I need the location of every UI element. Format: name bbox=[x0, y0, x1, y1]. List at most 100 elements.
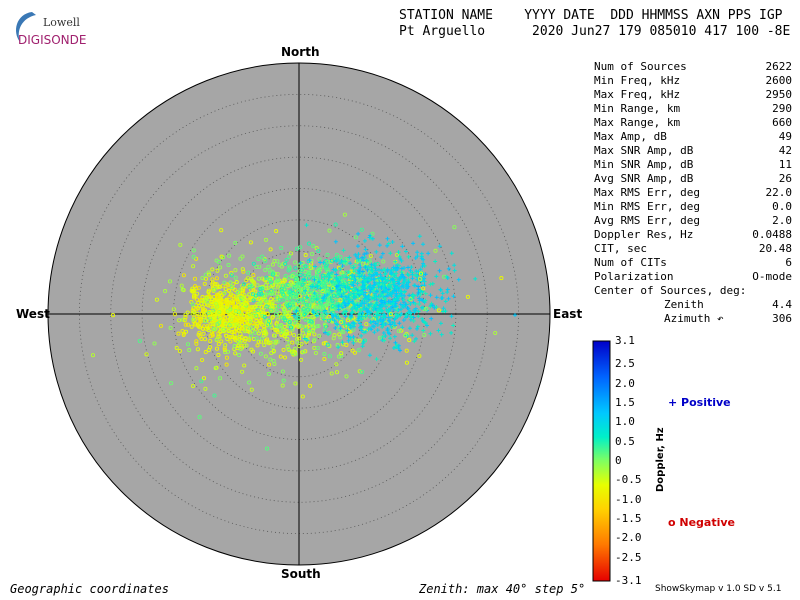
negative-source-point bbox=[290, 349, 295, 354]
negative-source-point bbox=[203, 350, 208, 355]
negative-source-point bbox=[291, 301, 296, 306]
positive-source-point bbox=[382, 281, 387, 286]
negative-source-point bbox=[270, 262, 275, 267]
negative-source-point bbox=[201, 331, 206, 336]
positive-source-point bbox=[401, 285, 406, 290]
positive-source-point bbox=[354, 308, 359, 313]
positive-source-point bbox=[428, 282, 433, 287]
positive-source-point bbox=[362, 330, 367, 335]
positive-source-point bbox=[423, 291, 428, 296]
negative-source-point bbox=[452, 225, 457, 230]
negative-source-point bbox=[331, 336, 336, 341]
negative-source-point bbox=[433, 248, 438, 253]
stat-row: Doppler Res, Hz 0.0488 bbox=[594, 228, 792, 242]
negative-source-point bbox=[185, 342, 191, 347]
negative-source-point bbox=[260, 254, 265, 259]
negative-source-point bbox=[197, 315, 202, 320]
positive-source-point bbox=[383, 321, 388, 326]
positive-source-point bbox=[405, 272, 410, 277]
stat-row: Num of Sources 2622 bbox=[594, 60, 792, 74]
negative-source-point bbox=[279, 323, 284, 329]
negative-source-point bbox=[249, 283, 254, 288]
negative-source-point bbox=[229, 285, 234, 290]
header-columns: STATION NAME YYYY DATE DDD HHMMSS AXN PP… bbox=[399, 8, 783, 23]
negative-source-point bbox=[252, 311, 257, 316]
negative-source-point bbox=[256, 256, 261, 262]
positive-source-point bbox=[372, 330, 377, 335]
positive-source-point bbox=[399, 266, 404, 271]
negative-source-point bbox=[249, 387, 254, 392]
positive-source-point bbox=[362, 274, 367, 279]
positive-source-point bbox=[437, 244, 442, 249]
header-values: Pt Arguello 2020 Jun27 179 085010 417 10… bbox=[399, 24, 791, 39]
negative-source-point bbox=[417, 353, 422, 359]
positive-source-point bbox=[452, 263, 457, 268]
azimuth-value: 306 bbox=[772, 312, 792, 325]
stat-row: Max RMS Err, deg 22.0 bbox=[594, 186, 792, 200]
negative-source-point bbox=[221, 299, 226, 304]
negative-source-point bbox=[238, 347, 243, 352]
positive-source-point bbox=[430, 303, 435, 308]
negative-source-point bbox=[196, 324, 201, 329]
negative-source-point bbox=[223, 286, 228, 292]
negative-source-point bbox=[333, 222, 338, 227]
negative-source-point bbox=[403, 333, 408, 338]
positive-source-point bbox=[362, 301, 367, 306]
negative-source-point bbox=[296, 281, 301, 286]
positive-source-point bbox=[389, 325, 394, 330]
colorbar-tick-label: -2.5 bbox=[615, 550, 642, 564]
negative-source-point bbox=[177, 348, 182, 354]
positive-source-point bbox=[407, 293, 412, 298]
positive-source-point bbox=[370, 269, 375, 274]
negative-source-point bbox=[353, 262, 358, 267]
stat-label: Max Freq, kHz bbox=[594, 88, 681, 101]
negative-source-point bbox=[163, 289, 168, 294]
negative-source-point bbox=[299, 342, 304, 347]
positive-source-point bbox=[360, 255, 365, 260]
negative-source-point bbox=[223, 343, 228, 348]
negative-source-point bbox=[368, 253, 373, 259]
positive-source-point bbox=[441, 309, 446, 314]
negative-source-point bbox=[271, 348, 276, 353]
negative-source-point bbox=[323, 324, 328, 329]
positive-legend: + Positive bbox=[668, 396, 731, 409]
negative-source-point bbox=[330, 303, 335, 309]
positive-source-point bbox=[381, 318, 386, 323]
stat-label: Avg RMS Err, deg bbox=[594, 214, 700, 227]
positive-source-point bbox=[396, 346, 401, 351]
negative-source-point bbox=[298, 324, 303, 329]
positive-source-point bbox=[346, 334, 351, 339]
positive-source-point bbox=[413, 273, 418, 278]
negative-source-point bbox=[182, 331, 187, 336]
zenith-row: Zenith 4.4 bbox=[594, 298, 792, 312]
positive-source-point bbox=[338, 326, 343, 331]
negative-source-point bbox=[216, 352, 221, 358]
negative-source-point bbox=[238, 287, 243, 293]
stat-label: Polarization bbox=[594, 270, 674, 283]
negative-source-point bbox=[352, 350, 357, 355]
negative-source-point bbox=[294, 315, 299, 320]
negative-source-point bbox=[196, 300, 201, 305]
positive-source-point bbox=[350, 299, 355, 304]
negative-source-point bbox=[216, 342, 221, 347]
negative-source-point bbox=[297, 297, 302, 302]
negative-source-point bbox=[275, 271, 280, 277]
positive-source-point bbox=[397, 321, 402, 326]
negative-source-point bbox=[338, 255, 343, 260]
positive-source-point bbox=[343, 259, 348, 264]
positive-source-point bbox=[343, 314, 348, 319]
negative-source-point bbox=[300, 394, 305, 399]
positive-source-point bbox=[315, 284, 320, 289]
negative-source-point bbox=[316, 295, 322, 300]
negative-source-point bbox=[235, 299, 240, 304]
positive-source-point bbox=[436, 328, 441, 333]
negative-source-point bbox=[158, 323, 164, 328]
negative-source-point bbox=[228, 293, 233, 298]
positive-source-point bbox=[393, 297, 398, 302]
positive-source-point bbox=[346, 338, 351, 343]
colorbar-tick-label: 0.5 bbox=[615, 434, 635, 448]
stat-label: CIT, sec bbox=[594, 242, 647, 255]
negative-source-point bbox=[228, 280, 233, 285]
positive-source-point bbox=[360, 269, 365, 274]
negative-source-point bbox=[213, 282, 218, 287]
